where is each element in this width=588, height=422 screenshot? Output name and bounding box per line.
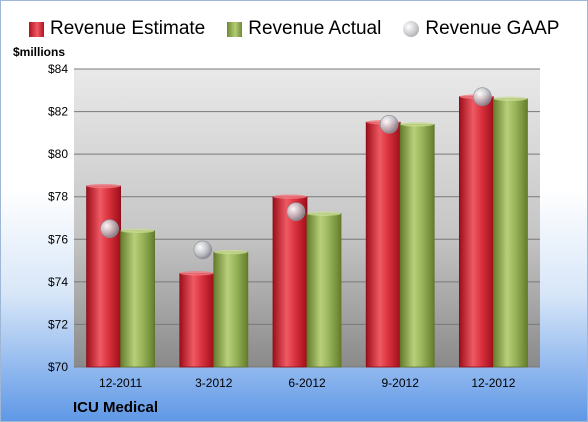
y-tick-label: $78 — [48, 190, 68, 204]
estimate-bar-cap — [273, 194, 307, 199]
actual-bar-cap — [120, 228, 155, 233]
legend-item-gaap: Revenue GAAP — [403, 18, 559, 40]
y-axis-ticks: $70 $72 $74 $76 $78 $80 $82 $84 — [48, 62, 68, 374]
y-tick-label: $80 — [48, 147, 68, 161]
y-tick-label: $70 — [48, 360, 68, 374]
gaap-marker — [100, 219, 119, 238]
y-tick-label: $82 — [48, 105, 68, 119]
actual-bar — [120, 230, 155, 368]
y-tick-label: $76 — [48, 232, 68, 246]
chart-plot: $70 $72 $74 $76 $78 $80 $82 $84 12-2011 3-2012 6-… — [48, 62, 540, 390]
legend-label-actual: Revenue Actual — [248, 18, 382, 39]
actual-bar — [213, 251, 249, 368]
estimate-bar — [272, 196, 308, 368]
x-axis-ticks: 12-2011 3-2012 6-2012 9-2012 12-2012 — [99, 376, 516, 390]
gaap-marker — [286, 202, 306, 221]
legend-label-gaap: Revenue GAAP — [425, 18, 560, 39]
legend-item-actual: Revenue Actual — [227, 18, 381, 40]
estimate-bar — [458, 96, 494, 368]
gaap-marker — [473, 87, 492, 106]
x-tick-label: 12-2011 — [99, 376, 142, 390]
actual-bar-cap — [307, 211, 341, 216]
estimate-bar — [365, 121, 401, 368]
actual-bar — [306, 213, 342, 368]
legend-swatch-actual — [227, 21, 243, 37]
legend-item-estimate: Revenue Estimate — [29, 18, 205, 40]
actual-bar-cap — [493, 96, 528, 102]
y-tick-label: $74 — [48, 275, 68, 289]
legend-marker-gaap — [403, 21, 420, 37]
actual-bar — [399, 123, 435, 368]
gaap-marker — [379, 115, 399, 134]
x-tick-label: 9-2012 — [382, 376, 420, 390]
y-axis-unit-label: $millions — [13, 45, 66, 59]
x-tick-label: 3-2012 — [195, 376, 233, 390]
legend-swatch-estimate — [29, 21, 44, 37]
legend: Revenue Estimate Revenue Actual Revenue … — [29, 17, 581, 41]
y-tick-label: $84 — [48, 62, 68, 76]
gaap-marker — [193, 240, 213, 260]
estimate-bar — [86, 185, 121, 368]
legend-label-estimate: Revenue Estimate — [50, 18, 206, 39]
y-tick-label: $72 — [48, 317, 68, 331]
estimate-bar — [179, 272, 215, 368]
actual-bar-cap — [213, 249, 248, 255]
company-name: ICU Medical — [73, 399, 159, 416]
x-tick-label: 6-2012 — [288, 376, 326, 390]
estimate-bar-cap — [179, 271, 214, 276]
estimate-bar-cap — [86, 183, 121, 189]
actual-bar-cap — [400, 122, 435, 127]
actual-bar — [492, 98, 528, 368]
x-tick-label: 12-2012 — [471, 376, 515, 390]
gaap-markers — [100, 87, 492, 260]
